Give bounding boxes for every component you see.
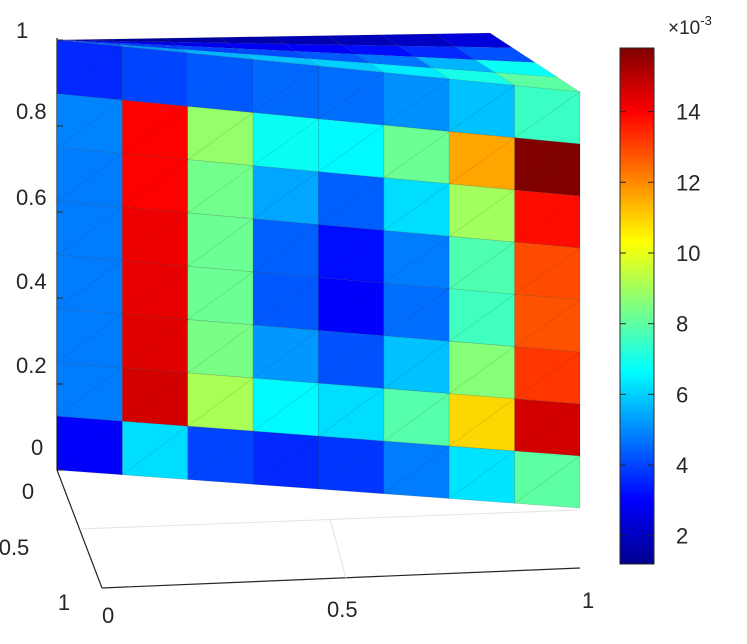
front-cell-diagonal (514, 299, 581, 347)
front-cell-diagonal (449, 450, 515, 499)
x-tick-label: 0 (102, 603, 114, 628)
front-cell-diagonal (449, 189, 515, 237)
front-cell-diagonal (514, 351, 581, 400)
front-cell-diagonal (514, 195, 581, 243)
colorbar-tick-label: 12 (676, 170, 700, 195)
front-cell-diagonal (187, 377, 254, 427)
front-cell-diagonal (252, 171, 319, 220)
front-cell-diagonal (122, 159, 188, 208)
front-cell-diagonal (187, 324, 254, 374)
x-tick-label: 0.5 (327, 597, 358, 622)
colorbar-tick-label: 2 (676, 524, 688, 549)
front-cell-diagonal (383, 131, 450, 179)
front-cell-diagonal (318, 124, 385, 173)
front-cell-diagonal (514, 403, 581, 452)
colorbar-tick-label: 14 (676, 100, 700, 125)
front-cell-diagonal (514, 455, 581, 504)
front-cell-diagonal (449, 346, 515, 394)
front-cell-diagonal (449, 137, 515, 185)
front-cell-diagonal (383, 235, 450, 284)
front-cell-diagonal (318, 335, 385, 384)
front-cell-diagonal (122, 105, 188, 154)
front-cell-diagonal (449, 398, 515, 447)
front-cell-diagonal (122, 425, 188, 476)
front-cell-diagonal (252, 277, 319, 326)
front-cell-diagonal (56, 46, 123, 95)
z-tick-label: 0 (31, 435, 43, 460)
front-cell-diagonal (514, 91, 581, 139)
front-cell-diagonal (318, 282, 385, 331)
colorbar-ticks: 2 4 6 8 10 12 14 (620, 100, 700, 549)
colorbar-tick-label: 6 (676, 382, 688, 407)
front-cell-diagonal (187, 165, 254, 214)
front-cell-diagonal (252, 330, 319, 379)
cube-front-face (56, 39, 581, 509)
x-tick-label: 1 (582, 588, 594, 613)
z-tick-label: 0.2 (16, 353, 47, 378)
front-cell-diagonal (252, 65, 319, 113)
front-cell-diagonal (449, 85, 515, 132)
z-tick-label: 0.6 (16, 185, 47, 210)
z-tick-label: 0.4 (16, 269, 47, 294)
y-axis-ticks: 00.51 (0, 479, 70, 615)
front-cell-diagonal (318, 230, 385, 278)
front-cell-diagonal (383, 393, 450, 442)
x-axis-line (101, 567, 581, 589)
z-axis-ticks: 0 0.2 0.4 0.6 0.8 1 (16, 18, 63, 471)
front-cell-diagonal (187, 59, 254, 107)
z-tick-label: 1 (16, 18, 28, 43)
front-cell-diagonal (122, 265, 188, 315)
front-cell-diagonal (318, 388, 385, 437)
front-cell-diagonal (187, 112, 254, 160)
front-cell-diagonal (187, 271, 254, 320)
y-tick-label: 0 (22, 479, 34, 504)
front-cell-diagonal (318, 177, 385, 225)
front-cell-diagonal (122, 372, 188, 422)
front-cell-diagonal (56, 206, 123, 256)
colorbar-tick-label: 4 (676, 453, 688, 478)
front-cell-diagonal (56, 99, 123, 148)
front-cell-diagonal (56, 313, 123, 363)
y-tick-label: 0.5 (0, 535, 29, 560)
front-cell-diagonal (383, 445, 450, 495)
colorbar-tick-label: 8 (676, 312, 688, 337)
front-cell-diagonal (56, 367, 123, 417)
front-cell-diagonal (514, 247, 581, 295)
front-cell-diagonal (56, 420, 123, 471)
colorbar-exponent: ×10-3 (668, 13, 712, 39)
floor-gridlines (79, 509, 579, 579)
front-cell-diagonal (383, 183, 450, 231)
front-cell-diagonal (252, 224, 319, 273)
front-cell-diagonal (122, 212, 188, 261)
front-cell-diagonal (56, 260, 123, 310)
colorbar (619, 47, 655, 565)
front-cell-diagonal (318, 72, 385, 120)
front-cell-diagonal (449, 294, 515, 342)
front-cell-diagonal (383, 340, 450, 389)
front-cell-diagonal (383, 78, 450, 126)
front-cell-diagonal (318, 440, 385, 490)
x-axis-ticks: 0 0.5 1 (102, 588, 594, 628)
z-tick-label: 0.8 (16, 99, 47, 124)
front-cell-diagonal (252, 382, 319, 432)
front-cell-diagonal (252, 118, 319, 167)
y-tick-label: 1 (58, 590, 70, 615)
front-cell-diagonal (383, 288, 450, 337)
front-cell-diagonal (514, 143, 581, 191)
front-cell-diagonal (122, 52, 188, 101)
front-cell-diagonal (252, 435, 319, 485)
front-cell-diagonal (187, 218, 254, 267)
y-axis-line (56, 469, 103, 589)
front-cell-diagonal (187, 430, 254, 480)
front-cell-diagonal (449, 241, 515, 290)
colorbar-tick-label: 10 (676, 241, 700, 266)
front-cell-diagonal (122, 319, 188, 369)
front-cell-diagonal (56, 153, 123, 202)
front-cell (514, 450, 581, 509)
